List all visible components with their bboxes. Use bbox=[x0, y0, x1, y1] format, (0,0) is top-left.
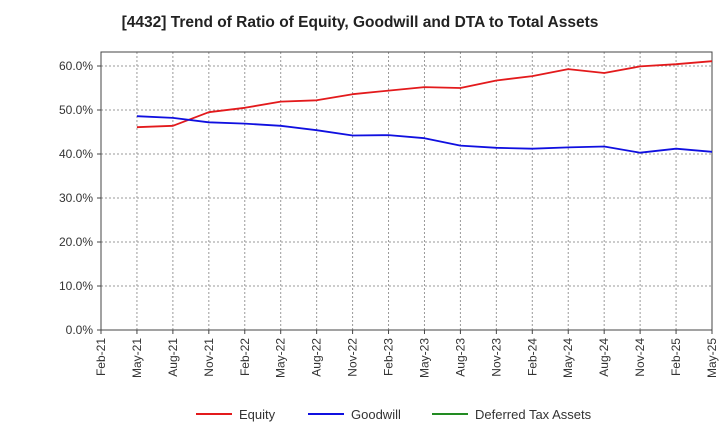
x-tick-label: Feb-25 bbox=[669, 338, 683, 376]
x-tick-label: May-22 bbox=[274, 338, 288, 378]
x-tick-label: Nov-24 bbox=[633, 338, 647, 377]
x-tick-label: Feb-24 bbox=[525, 338, 539, 376]
x-tick-label: May-23 bbox=[417, 338, 431, 378]
y-tick-label: 20.0% bbox=[59, 235, 93, 249]
x-tick-label: May-25 bbox=[705, 338, 719, 378]
plot-area-frame bbox=[100, 51, 713, 331]
y-tick-label: 10.0% bbox=[59, 279, 93, 293]
x-tick-label: Nov-22 bbox=[346, 338, 360, 377]
legend-label: Deferred Tax Assets bbox=[475, 407, 592, 422]
legend-label: Equity bbox=[239, 407, 276, 422]
x-tick-label: Nov-21 bbox=[202, 338, 216, 377]
y-tick-label: 30.0% bbox=[59, 191, 93, 205]
x-tick-label: Feb-21 bbox=[94, 338, 108, 376]
chart-title: [4432] Trend of Ratio of Equity, Goodwil… bbox=[121, 14, 599, 31]
x-tick-label: May-24 bbox=[561, 338, 575, 378]
legend-label: Goodwill bbox=[351, 407, 401, 422]
x-tick-label: Feb-22 bbox=[238, 338, 252, 376]
x-tick-label: Nov-23 bbox=[489, 338, 503, 377]
x-tick-label: Aug-21 bbox=[166, 338, 180, 377]
x-tick-label: Aug-22 bbox=[310, 338, 324, 377]
x-tick-label: Aug-23 bbox=[453, 338, 467, 377]
series-line-equity bbox=[136, 60, 713, 129]
series-line-goodwill bbox=[136, 115, 713, 154]
y-tick-label: 0.0% bbox=[66, 323, 94, 337]
y-tick-label: 60.0% bbox=[59, 59, 93, 73]
y-tick-label: 40.0% bbox=[59, 147, 93, 161]
x-tick-label: Feb-23 bbox=[382, 338, 396, 376]
x-tick-label: Aug-24 bbox=[597, 338, 611, 377]
x-tick-label: May-21 bbox=[130, 338, 144, 378]
y-tick-label: 50.0% bbox=[59, 103, 93, 117]
